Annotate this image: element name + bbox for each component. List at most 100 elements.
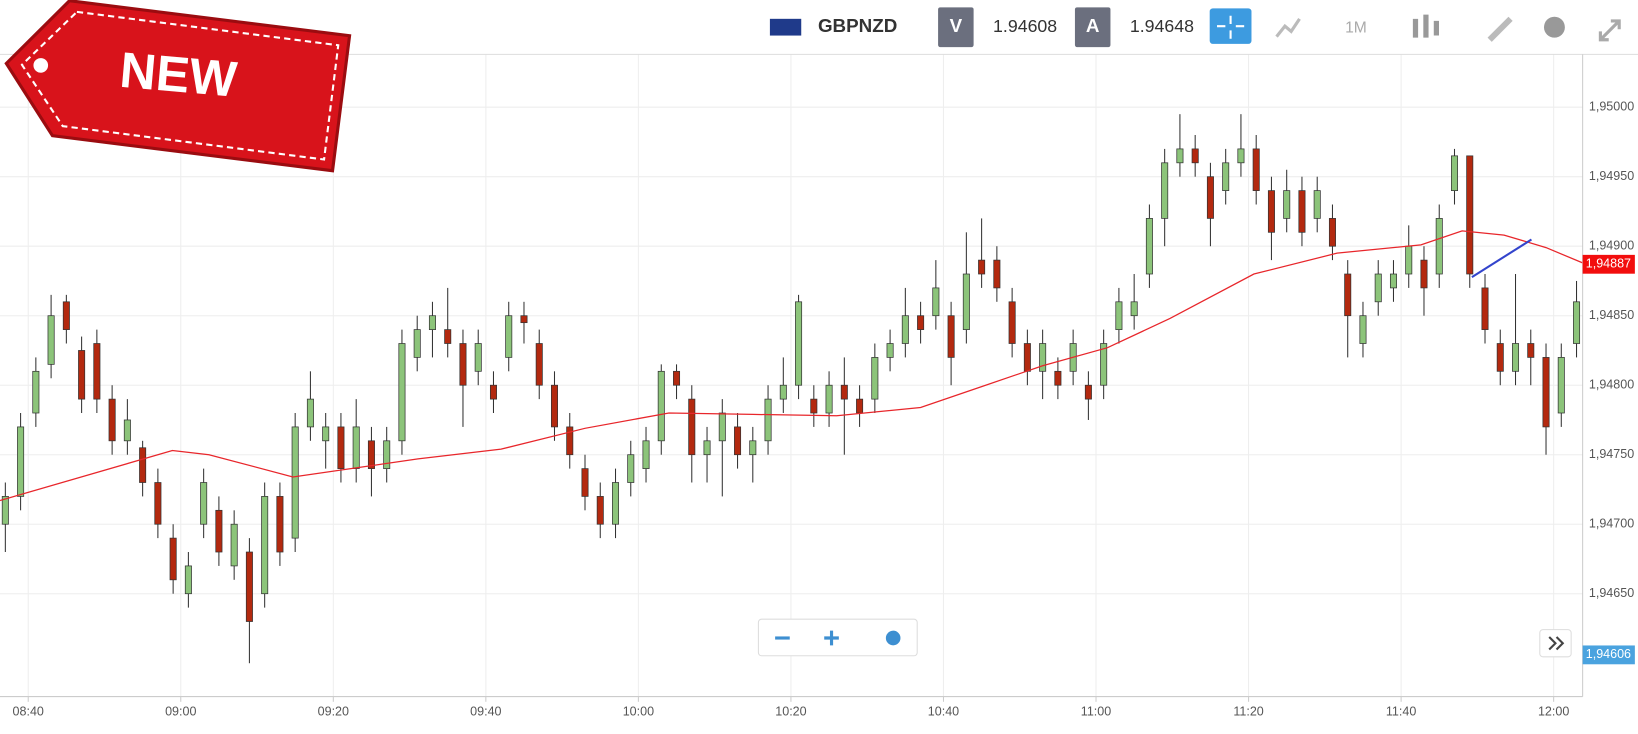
candle-body xyxy=(1222,162,1230,191)
y-tick-label: 1,94650 xyxy=(1589,586,1634,600)
candle-body xyxy=(993,259,1001,289)
candle-body xyxy=(1283,190,1291,219)
y-tick-label: 1,94950 xyxy=(1589,169,1634,183)
candle-body xyxy=(1130,301,1138,317)
candle-body xyxy=(871,357,879,400)
bid-label: V xyxy=(950,15,963,36)
moving-average xyxy=(0,230,1583,502)
y-tick-label: 1,95000 xyxy=(1589,100,1634,114)
candle-body xyxy=(962,273,970,330)
candle-body xyxy=(1023,343,1031,372)
candle-body xyxy=(428,315,436,330)
candle-body xyxy=(886,343,894,358)
candle-body xyxy=(505,315,513,358)
candle-body xyxy=(1435,218,1443,275)
candle-body xyxy=(1389,273,1397,289)
x-tick-label: 11:40 xyxy=(1386,705,1416,719)
draw-icon[interactable] xyxy=(1487,16,1513,42)
x-tick-label: 09:40 xyxy=(470,705,501,719)
chart-type-icon[interactable] xyxy=(1275,17,1301,38)
flag xyxy=(769,18,802,36)
candle-body xyxy=(123,419,131,442)
candle-body xyxy=(1039,343,1047,372)
candle-body xyxy=(550,384,558,428)
candle-body xyxy=(1512,343,1520,372)
candle-body xyxy=(978,259,986,275)
candle-body xyxy=(566,426,574,456)
share[interactable] xyxy=(885,630,901,646)
candle-body xyxy=(1100,343,1108,386)
candle-body xyxy=(856,398,864,414)
candle-body xyxy=(1359,315,1367,344)
header: GBPNZD V 1.94608 A 1.94648 1M xyxy=(769,7,1621,48)
candles-icon[interactable] xyxy=(1412,14,1439,38)
candle-body xyxy=(932,287,940,317)
ask-button[interactable] xyxy=(1074,7,1111,48)
candle-body xyxy=(627,454,635,483)
x-tick-label: 09:00 xyxy=(165,705,196,719)
candle-body xyxy=(154,482,162,525)
scroll-icon xyxy=(1548,636,1565,651)
candle-body xyxy=(1191,148,1199,164)
candle-body xyxy=(139,447,147,483)
candle-body xyxy=(673,370,681,386)
candle-body xyxy=(276,496,284,553)
badge: NEW xyxy=(4,0,352,173)
settings-icon[interactable] xyxy=(1543,16,1565,38)
candle-body xyxy=(398,343,406,442)
candle-body xyxy=(1,496,9,525)
candle-body xyxy=(215,509,223,553)
bid-price: 1.94608 xyxy=(993,16,1057,36)
candle-body xyxy=(779,384,787,400)
candle-body xyxy=(459,343,467,386)
candle-body xyxy=(947,315,955,358)
x-tick-label: 10:40 xyxy=(928,705,959,719)
candle-body xyxy=(200,482,208,525)
candle-body xyxy=(657,370,665,442)
candle-body xyxy=(489,384,497,400)
y-tick-label: 1,94750 xyxy=(1589,447,1634,461)
candle-body xyxy=(825,384,833,414)
candle-body xyxy=(795,301,803,386)
candle-body xyxy=(1145,218,1153,275)
candle-body xyxy=(291,426,299,539)
candle-body xyxy=(840,384,848,400)
candle-body xyxy=(1344,273,1352,317)
candle-body xyxy=(917,315,925,330)
candle-body xyxy=(1008,301,1016,344)
ask-label: A xyxy=(1086,15,1100,36)
candle-body xyxy=(1054,370,1062,386)
candle-body xyxy=(1298,190,1306,233)
candle-body xyxy=(169,537,177,581)
candle-body xyxy=(322,426,330,442)
candle-body xyxy=(337,426,345,469)
candle-body xyxy=(901,315,909,344)
timeframe[interactable]: 1M xyxy=(1345,19,1367,36)
crosshair-button[interactable] xyxy=(1209,8,1252,44)
candle-body xyxy=(1496,343,1504,372)
candle-body xyxy=(352,426,360,469)
candle-body xyxy=(1313,190,1321,219)
fullscreen-icon[interactable] xyxy=(1598,19,1621,42)
trend-line xyxy=(1471,238,1533,279)
candle-body xyxy=(444,329,452,344)
x-tick-label: 09:20 xyxy=(318,705,349,719)
candle-body xyxy=(688,398,696,456)
price-tag xyxy=(1582,645,1635,665)
bid-button[interactable] xyxy=(938,7,974,48)
x-tick-label: 11:00 xyxy=(1081,705,1111,719)
candle-body xyxy=(581,468,589,497)
zoom-in[interactable] xyxy=(824,630,839,646)
y-tick-label: 1,94700 xyxy=(1589,517,1634,531)
candle-body xyxy=(703,440,711,456)
ask-price: 1.94648 xyxy=(1130,16,1194,36)
plot xyxy=(0,54,1583,697)
candle-body xyxy=(1557,357,1565,414)
candle-body xyxy=(596,496,604,525)
candle-body xyxy=(642,440,650,469)
candle-body xyxy=(47,315,55,365)
candle-body xyxy=(734,426,742,456)
candle-body xyxy=(261,496,269,595)
candle-body xyxy=(1481,287,1489,330)
